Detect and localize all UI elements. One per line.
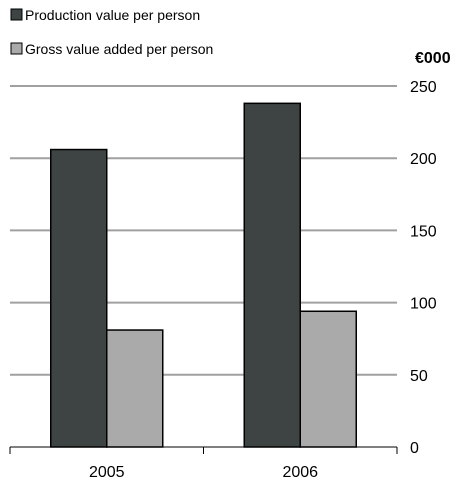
legend: Production value per person Gross value … — [10, 7, 213, 57]
x-axis — [9, 446, 398, 454]
y-tick-label: 250 — [410, 79, 437, 96]
bar-gva-2006 — [299, 310, 357, 448]
bar-gva-2005 — [106, 329, 164, 448]
bars — [50, 102, 357, 448]
y-axis-unit-label: €000 — [415, 50, 451, 67]
y-tick-label: 150 — [410, 223, 437, 240]
y-tick-label: 200 — [410, 151, 437, 168]
legend-label-gva: Gross value added per person — [25, 41, 213, 57]
x-tick-labels: 2005 2006 — [89, 464, 318, 481]
y-tick-label: 50 — [410, 368, 428, 385]
legend-swatch-production — [10, 8, 23, 21]
legend-label-production: Production value per person — [25, 7, 200, 23]
y-tick-label: 100 — [410, 296, 437, 313]
y-tick-labels: 0 50 100 150 200 250 — [410, 79, 437, 457]
x-tick-label: 2005 — [89, 464, 125, 481]
y-tick-label: 0 — [410, 440, 419, 457]
bar-production-2006 — [243, 102, 301, 448]
legend-swatch-gva — [10, 42, 23, 55]
bar-production-2005 — [50, 148, 108, 448]
x-tick-label: 2006 — [282, 464, 318, 481]
